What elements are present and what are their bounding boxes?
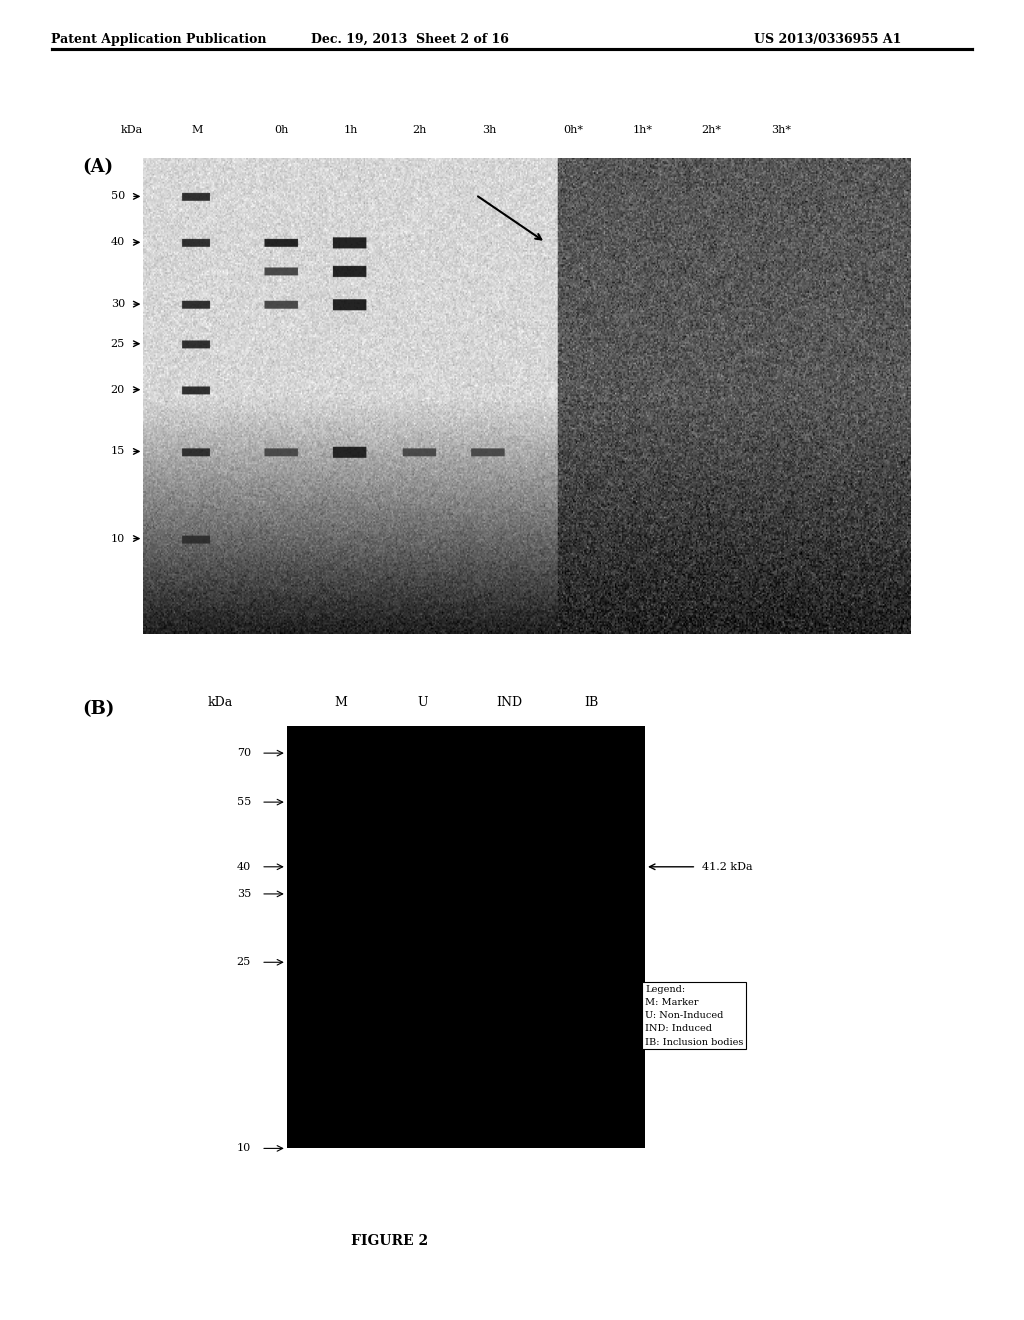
Text: 1h*: 1h* [633, 124, 652, 135]
Text: (B): (B) [82, 700, 115, 718]
Text: 10: 10 [237, 1143, 251, 1154]
Text: 2h*: 2h* [701, 124, 722, 135]
Text: U: U [418, 696, 428, 709]
Text: (A): (A) [82, 158, 113, 177]
Text: 0h: 0h [274, 124, 289, 135]
Text: 25: 25 [237, 957, 251, 968]
Text: 15: 15 [111, 446, 125, 457]
Text: M: M [191, 124, 203, 135]
Text: 55: 55 [237, 797, 251, 807]
Text: FIGURE 2: FIGURE 2 [350, 1234, 428, 1249]
Text: 41.2 kDa: 41.2 kDa [702, 862, 753, 871]
Text: IND: IND [496, 696, 522, 709]
Text: IB: IB [585, 696, 598, 709]
Text: 35: 35 [237, 888, 251, 899]
Text: 20: 20 [111, 384, 125, 395]
Text: 30: 30 [111, 300, 125, 309]
Text: 70: 70 [237, 748, 251, 758]
Text: kDa: kDa [208, 696, 233, 709]
Text: Patent Application Publication: Patent Application Publication [51, 33, 266, 46]
Text: Legend:
M: Marker
U: Non-Induced
IND: Induced
IB: Inclusion bodies: Legend: M: Marker U: Non-Induced IND: In… [645, 985, 743, 1047]
Text: 3h: 3h [481, 124, 497, 135]
Text: 1h: 1h [343, 124, 358, 135]
Text: 50: 50 [111, 191, 125, 202]
Text: kDa: kDa [121, 124, 143, 135]
Text: 3h*: 3h* [771, 124, 791, 135]
Text: M: M [334, 696, 347, 709]
Text: 2h: 2h [413, 124, 427, 135]
Text: 25: 25 [111, 339, 125, 348]
Text: Dec. 19, 2013  Sheet 2 of 16: Dec. 19, 2013 Sheet 2 of 16 [310, 33, 509, 46]
Text: 40: 40 [111, 238, 125, 247]
Text: 0h*: 0h* [563, 124, 584, 135]
Text: 10: 10 [111, 533, 125, 544]
Text: 40: 40 [237, 862, 251, 871]
Text: US 2013/0336955 A1: US 2013/0336955 A1 [754, 33, 901, 46]
